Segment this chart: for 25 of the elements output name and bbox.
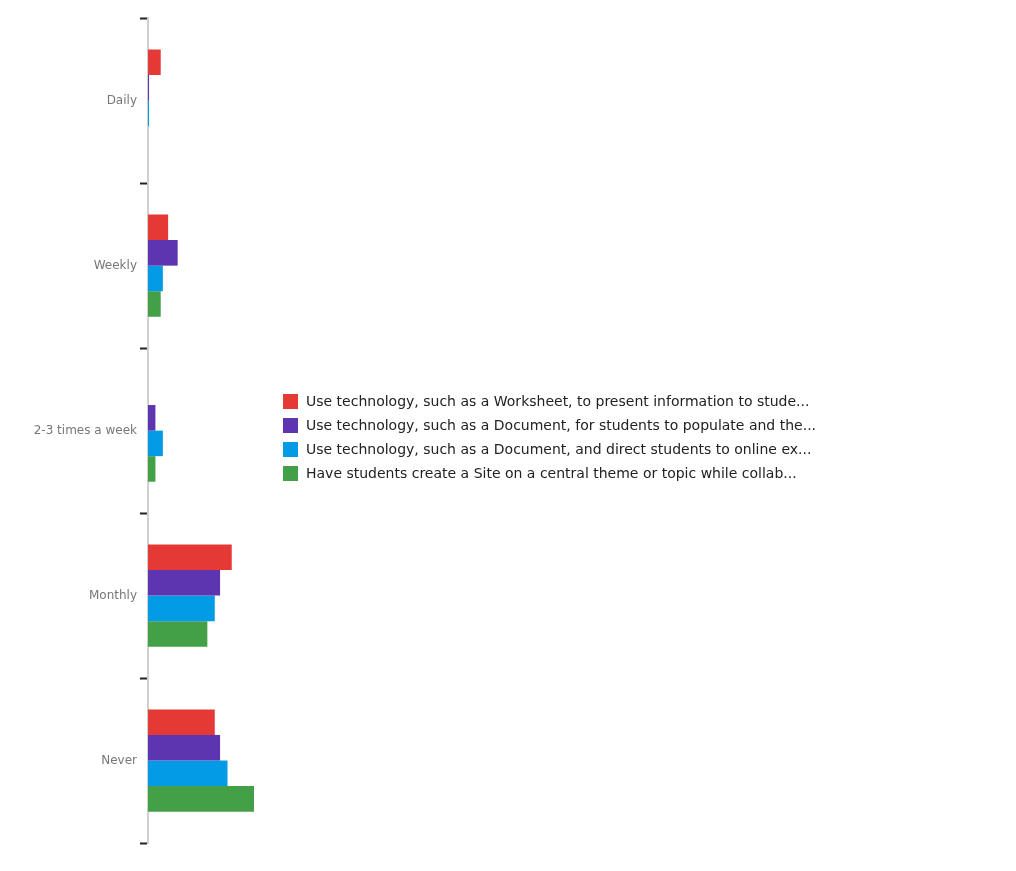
bar: [148, 734, 221, 761]
y-tick-label: Daily: [106, 92, 137, 107]
y-tick-label: Weekly: [93, 257, 137, 272]
bar: [148, 569, 221, 596]
legend-label: Use technology, such as a Worksheet, to present information to stude...: [306, 393, 810, 409]
bar: [148, 214, 169, 241]
y-tick-label: 2-3 times a week: [33, 422, 138, 437]
bar: [148, 430, 163, 457]
bar: [148, 240, 178, 266]
y-tick-label: Never: [101, 752, 138, 767]
bar: [148, 709, 215, 735]
bar: [148, 544, 232, 570]
legend-label: Have students create a Site on a central theme or topic while collab...: [306, 465, 797, 481]
legend-label: Use technology, such as a Document, for students to populate and the...: [306, 417, 817, 433]
y-tick-label: Monthly: [88, 587, 137, 602]
bar: [148, 786, 254, 812]
bar: [148, 405, 156, 431]
legend-label: Use technology, such as a Document, and direct students to online ex...: [306, 441, 812, 457]
bar: [148, 621, 208, 647]
bar: [148, 265, 163, 292]
bar: [148, 595, 215, 622]
bar: [148, 291, 161, 317]
bar: [148, 456, 156, 482]
bar: [148, 760, 228, 787]
bar: [148, 49, 161, 76]
